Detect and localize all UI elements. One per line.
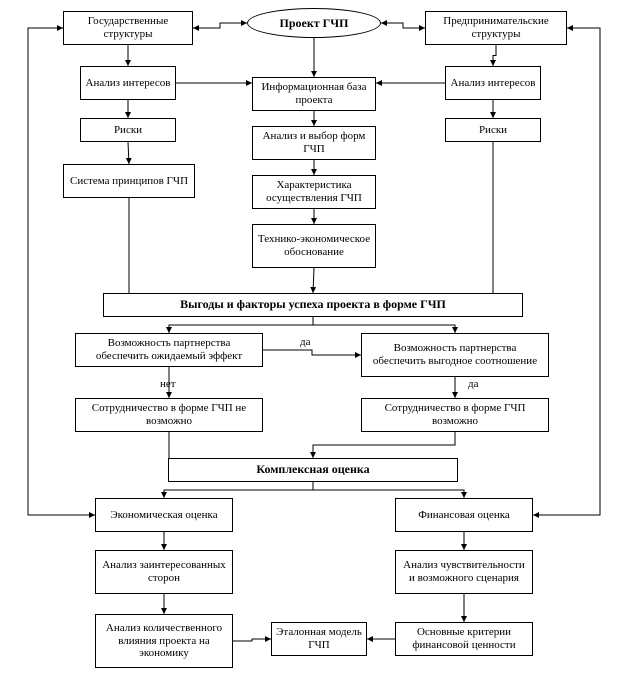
node-econ: Экономическая оценка — [95, 498, 233, 532]
node-complex: Комплексная оценка — [168, 458, 458, 482]
node-char: Характеристика осуществления ГЧП — [252, 175, 376, 209]
node-dec_l: Возможность партнерства обеспечить ожида… — [75, 333, 263, 367]
node-yes: Сотрудничество в форме ГЧП возможно — [361, 398, 549, 432]
node-risk_r: Риски — [445, 118, 541, 142]
flowchart-canvas: Государственные структуры Проект ГЧП Предп… — [0, 0, 631, 689]
node-no: Сотрудничество в форме ГЧП не возможно — [75, 398, 263, 432]
node-int_l: Анализ интересов — [80, 66, 176, 100]
label-net: нет — [160, 378, 176, 390]
node-crit: Основные критерии финансовой ценности — [395, 622, 533, 656]
node-quant: Анализ количественного влияния проекта н… — [95, 614, 233, 668]
node-gov: Государственные структуры — [63, 11, 193, 45]
node-info: Информационная база проекта — [252, 77, 376, 111]
node-etalon: Эталонная модель ГЧП — [271, 622, 367, 656]
node-sens: Анализ чувствительности и возможного сце… — [395, 550, 533, 594]
node-teo: Технико-экономическое обоснование — [252, 224, 376, 268]
node-stake: Анализ заинтересованных сторон — [95, 550, 233, 594]
label-da2: да — [468, 378, 478, 390]
node-forms: Анализ и выбор форм ГЧП — [252, 126, 376, 160]
node-fin: Финансовая оценка — [395, 498, 533, 532]
node-project: Проект ГЧП — [247, 8, 381, 38]
label-da1: да — [300, 336, 310, 348]
node-int_r: Анализ интересов — [445, 66, 541, 100]
node-princ: Система принципов ГЧП — [63, 164, 195, 198]
node-benefits: Выгоды и факторы успеха проекта в форме … — [103, 293, 523, 317]
node-risk_l: Риски — [80, 118, 176, 142]
node-biz: Предпринимательские структуры — [425, 11, 567, 45]
node-dec_r: Возможность партнерства обеспечить выгод… — [361, 333, 549, 377]
